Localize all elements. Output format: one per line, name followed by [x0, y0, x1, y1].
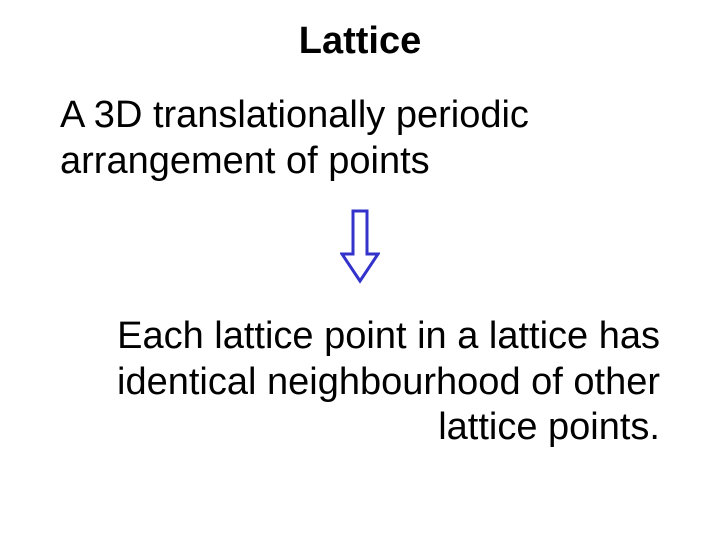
conclusion-text: Each lattice point in a lattice has iden…	[60, 314, 660, 451]
definition-text: A 3D translationally periodic arrangemen…	[60, 93, 660, 184]
slide-title: Lattice	[60, 20, 660, 63]
down-arrow-icon	[340, 209, 380, 284]
arrow-container	[60, 209, 660, 284]
